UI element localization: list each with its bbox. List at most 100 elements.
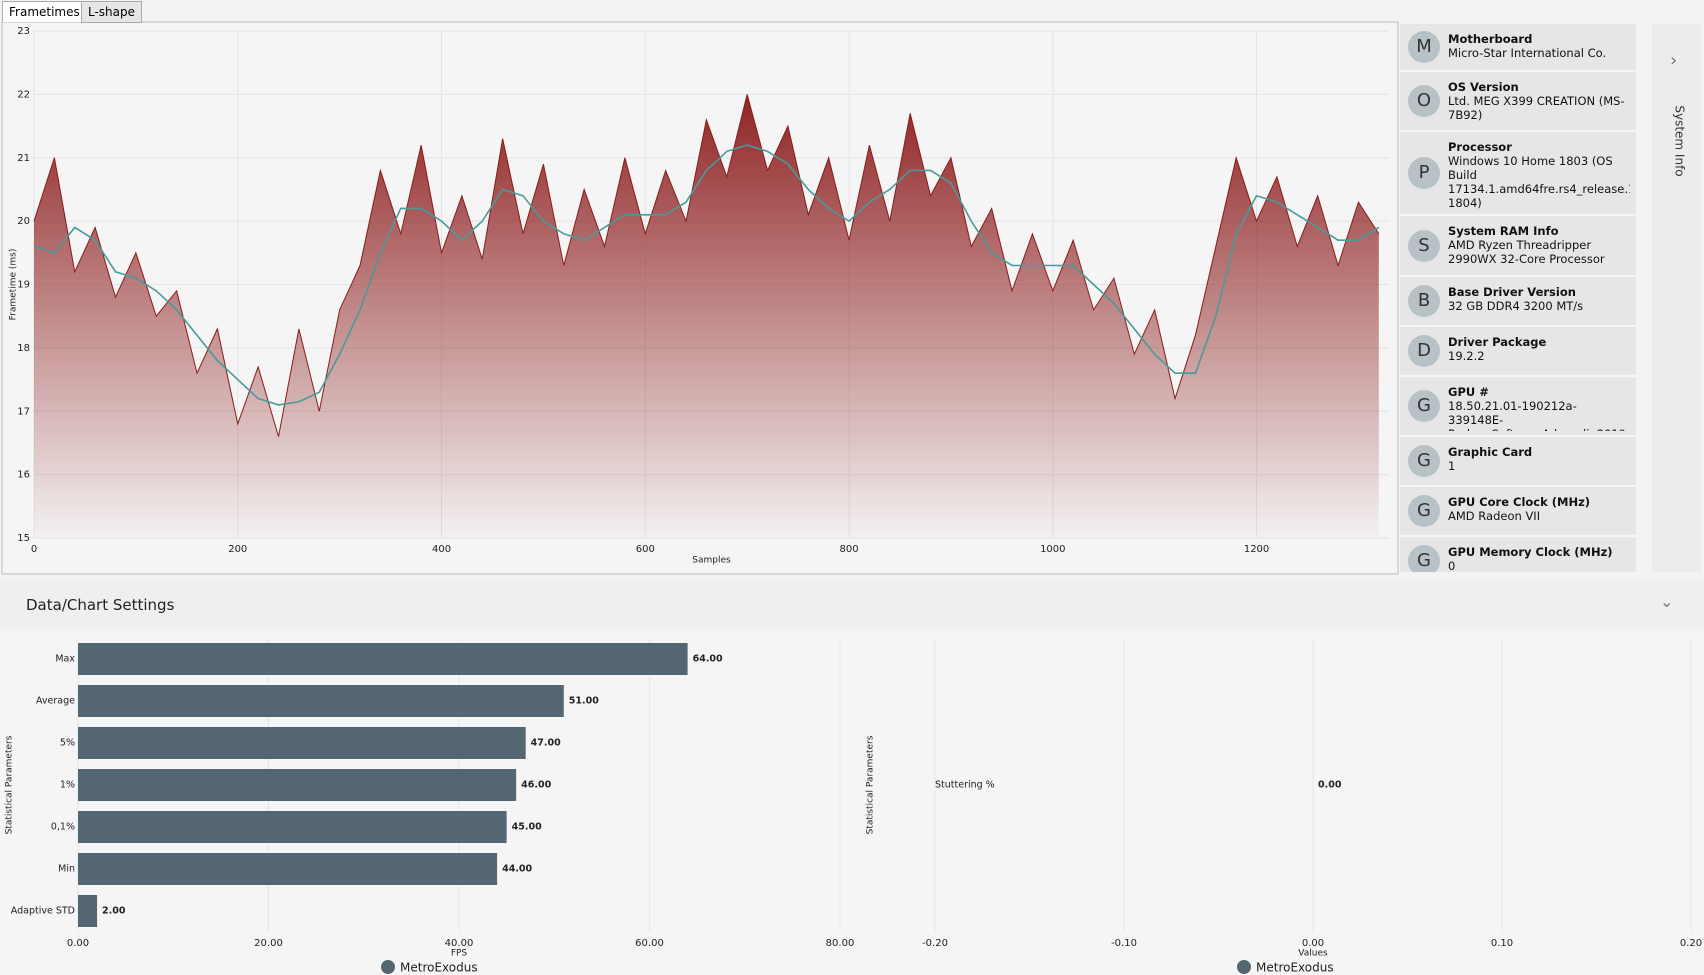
y-tick-label: 17 [17, 406, 30, 417]
y-tick-label: 20 [17, 216, 30, 227]
x-tick-label: 400 [432, 544, 451, 555]
y-axis-label: Statistical Parameters [5, 735, 15, 834]
x-tick-label: 0.10 [1491, 938, 1513, 949]
y-tick-label: 15 [17, 533, 30, 544]
category-label: 5% [60, 738, 75, 749]
item-text: Processor Windows 10 Home 1803 (OS Build … [1448, 140, 1630, 210]
value-label: 47.00 [531, 738, 561, 749]
x-axis-label: FPS [451, 949, 468, 959]
line [33, 144, 1380, 406]
avatar: P [1408, 157, 1440, 189]
item-text: Motherboard Micro-Star International Co. [1448, 32, 1630, 60]
y-tick-label: 19 [17, 280, 30, 291]
avatar: D [1408, 335, 1440, 367]
x-tick-label: 20.00 [254, 938, 283, 949]
tab[interactable]: Frametimes [2, 1, 87, 22]
item-label: Graphic Card [1448, 445, 1533, 459]
avatar: S [1408, 229, 1440, 262]
item-text: System RAM Info AMD Ryzen Threadripper 29… [1448, 224, 1630, 266]
item-label: OS Version [1448, 80, 1519, 94]
expand-chevron[interactable]: ⌄ [1660, 592, 1674, 611]
category-label: 1% [60, 780, 75, 791]
bar [78, 643, 688, 675]
x-tick-label: 0.20 [1680, 938, 1702, 949]
legend-label: MetroExodus [400, 961, 478, 975]
chevron[interactable]: › [1670, 50, 1678, 71]
category-label: Average [36, 696, 75, 707]
item-value: Ltd. MEG X399 CREATION (MS-7B92) [1448, 94, 1625, 122]
x-tick-label: 1000 [1040, 544, 1065, 555]
value-label: 2.00 [102, 906, 126, 917]
x-tick-label: 80.00 [826, 938, 855, 949]
item-value: AMD Radeon VII [1448, 509, 1541, 523]
y-tick-label: 21 [17, 153, 30, 164]
category-label: Min [58, 864, 75, 875]
avatar: G [1408, 495, 1440, 527]
x-tick-label: 0 [31, 544, 37, 555]
item-text: Graphic Card 1 [1448, 445, 1630, 473]
x-tick-label: 40.00 [445, 938, 474, 949]
item-label: Driver Package [1448, 335, 1547, 349]
y-axis-label: Statistical Parameters [866, 735, 876, 834]
side-panel[interactable]: › System Info [1652, 24, 1702, 572]
legend-marker [381, 960, 395, 974]
item-text: GPU Core Clock (MHz) AMD Radeon VII [1448, 495, 1630, 523]
item-label: GPU Memory Clock (MHz) [1448, 545, 1613, 559]
system-info-item: G GPU Memory Clock (MHz) 0 [1400, 537, 1636, 572]
avatar: M [1408, 31, 1440, 63]
x-axis-label: Samples [692, 556, 731, 566]
item-label: GPU # [1448, 385, 1489, 399]
item-value: 32 GB DDR4 3200 MT/s [1448, 299, 1584, 313]
category-label: Max [55, 654, 75, 665]
x-tick-label: -0.20 [922, 938, 948, 949]
avatar: G [1408, 390, 1440, 422]
bar [78, 853, 498, 885]
value-label: 64.00 [693, 654, 723, 665]
avatar: G [1408, 445, 1440, 477]
x-tick-label: 60.00 [635, 938, 664, 949]
system-info-item: S System RAM Info AMD Ryzen Threadripper 2… [1400, 216, 1636, 277]
x-tick-label: 800 [839, 544, 858, 555]
item-label: System RAM Info [1448, 224, 1559, 238]
y-axis-label: Frametime (ms) [9, 249, 19, 321]
item-label: Motherboard [1448, 32, 1533, 46]
x-tick-label: 1200 [1244, 544, 1269, 555]
item-label: Base Driver Version [1448, 285, 1576, 299]
y-tick-label: 16 [17, 470, 30, 481]
line [33, 94, 1380, 437]
item-value: 19.2.2 [1448, 349, 1485, 363]
system-info-item: B Base Driver Version 32 GB DDR4 3200 MT/s [1400, 277, 1636, 327]
item-text: GPU Memory Clock (MHz) 0 [1448, 545, 1630, 572]
system-info-item: O OS Version Ltd. MEG X399 CREATION (MS-7B… [1400, 72, 1636, 132]
settings-title: Data/Chart Settings [26, 596, 175, 614]
bar [78, 727, 526, 759]
side-tab-label[interactable]: System Info [1672, 105, 1687, 177]
item-text: GPU #18.50.21.01-190212a-339148E-RadeonS… [1448, 385, 1630, 431]
y-tick-label: 23 [17, 26, 30, 37]
value-label: 46.00 [521, 780, 551, 791]
y-tick-label: 18 [17, 343, 30, 354]
item-label: GPU Core Clock (MHz) [1448, 495, 1591, 509]
system-info-item: G GPU Core Clock (MHz) AMD Radeon VII [1400, 487, 1636, 537]
category-label: 0,1% [51, 822, 75, 833]
bar [78, 685, 564, 717]
x-axis-label: Values [1298, 949, 1328, 959]
area [34, 94, 1379, 538]
tab[interactable]: L-shape [81, 1, 143, 23]
value-label: 0.00 [1318, 780, 1342, 791]
settings-bar[interactable]: Data/Chart Settings ⌄ [0, 580, 1704, 630]
x-tick-label: 0.00 [1302, 938, 1324, 949]
value-label: 51.00 [569, 696, 599, 707]
x-tick-label: 600 [636, 544, 655, 555]
system-info-item: G Graphic Card 1 [1400, 437, 1636, 487]
x-tick-label: 200 [228, 544, 247, 555]
item-text: Base Driver Version 32 GB DDR4 3200 MT/s [1448, 285, 1630, 313]
bar [78, 895, 98, 927]
avatar: O [1408, 85, 1440, 117]
system-info-item: P Processor Windows 10 Home 1803 (OS Build… [1400, 132, 1636, 216]
x-tick-label: -0.10 [1111, 938, 1137, 949]
item-label: Processor [1448, 140, 1512, 154]
x-tick-label: 0.00 [67, 938, 89, 949]
